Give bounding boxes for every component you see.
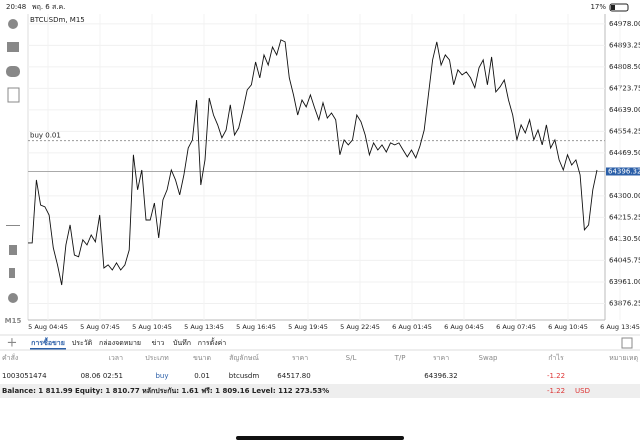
tab[interactable]: กล่องจดหมาย — [99, 339, 141, 347]
status-time: 20:48 — [6, 3, 26, 11]
timeframe[interactable]: M15 — [5, 317, 22, 325]
left-toolbar — [6, 19, 20, 303]
column-header: S/L — [346, 354, 357, 362]
column-header: ราคา — [292, 354, 308, 362]
x-tick-label: 6 Aug 13:45 — [600, 323, 640, 331]
price-line-series — [28, 39, 598, 286]
column-header: เวลา — [108, 354, 123, 362]
y-tick-label: 64639.00 — [609, 106, 640, 114]
buy-label: buy 0.01 — [30, 132, 61, 140]
total-profit: -1.22 — [547, 387, 565, 395]
x-tick-label: 5 Aug 22:45 — [340, 323, 380, 331]
layout-icon[interactable] — [621, 337, 633, 349]
y-tick-label: 64045.75 — [609, 256, 640, 264]
y-tick-label: 64808.50 — [609, 63, 640, 71]
x-tick-label: 5 Aug 04:45 — [28, 323, 68, 331]
chart-symbol: BTCUSDm, M15 — [30, 16, 85, 24]
column-header: สัญลักษณ์ — [229, 354, 259, 362]
y-tick-label: 64893.25 — [609, 41, 640, 49]
cell-current-price: 64396.32 — [424, 372, 457, 380]
status-date: พฤ. 6 ส.ค. — [32, 3, 65, 11]
x-tick-label: 5 Aug 07:45 — [80, 323, 120, 331]
y-tick-label: 64300.00 — [609, 192, 640, 200]
battery-level — [611, 5, 615, 10]
price-tag-label: 64396.32 — [608, 167, 640, 175]
x-tick-label: 6 Aug 07:45 — [496, 323, 536, 331]
tab[interactable]: ข่าว — [152, 339, 165, 347]
x-tick-label: 6 Aug 04:45 — [444, 323, 484, 331]
column-header: ประเภท — [145, 354, 169, 362]
x-tick-label: 6 Aug 01:45 — [392, 323, 432, 331]
column-header: T/P — [394, 354, 406, 362]
y-tick-label: 64723.75 — [609, 84, 640, 92]
column-header: กำไร — [548, 353, 564, 362]
function-icon[interactable] — [9, 268, 15, 278]
x-tick-label: 5 Aug 19:45 — [288, 323, 328, 331]
column-header: หมายเหตุ — [609, 354, 638, 362]
battery-icon — [609, 3, 629, 12]
cell-type: buy — [155, 372, 168, 380]
battery-text: 17% — [590, 3, 606, 11]
cell-price: 64517.80 — [277, 372, 310, 380]
balance-summary: Balance: 1 811.99 Equity: 1 810.77 หลักป… — [2, 387, 329, 395]
tab[interactable]: ประวัติ — [72, 339, 93, 347]
column-header: คำสั่ง — [2, 353, 18, 362]
crosshair-icon[interactable] — [6, 225, 20, 226]
home-indicator — [236, 436, 404, 440]
price-tag — [606, 167, 640, 176]
footer-bg — [0, 384, 640, 398]
column-header: Swap — [479, 354, 498, 362]
add-order[interactable]: + — [7, 336, 18, 351]
x-tick-label: 5 Aug 13:45 — [184, 323, 224, 331]
add-icon[interactable] — [7, 87, 20, 103]
y-tick-label: 64978.00 — [609, 20, 640, 28]
cell-order: 1003051474 — [2, 372, 47, 380]
y-tick-label: 64554.25 — [609, 127, 640, 135]
column-header: ขนาด — [193, 354, 211, 362]
y-tick-label: 64130.50 — [609, 235, 640, 243]
tab[interactable]: บันทึก — [173, 338, 191, 347]
indicator-icon[interactable] — [9, 245, 17, 255]
account-icon[interactable] — [8, 19, 18, 29]
y-tick-label: 63961.00 — [609, 278, 640, 286]
cell-time: 08.06 02:51 — [81, 372, 123, 380]
x-tick-label: 5 Aug 10:45 — [132, 323, 172, 331]
cell-symbol: btcusdm — [229, 372, 260, 380]
currency: USD — [575, 387, 590, 395]
y-tick-label: 63876.25 — [609, 299, 640, 307]
y-tick-label: 64469.50 — [609, 149, 640, 157]
x-tick-label: 5 Aug 16:45 — [236, 323, 276, 331]
tab[interactable]: การตั้งค่า — [198, 336, 227, 347]
cell-volume: 0.01 — [194, 372, 210, 380]
tab[interactable]: การซื้อขาย — [31, 336, 65, 347]
cell-profit: -1.22 — [547, 372, 565, 380]
x-tick-label: 6 Aug 10:45 — [548, 323, 588, 331]
column-header: ราคา — [433, 354, 449, 362]
objects-icon[interactable] — [8, 293, 18, 303]
trade-icon[interactable] — [7, 42, 19, 52]
chat-icon[interactable] — [6, 66, 20, 77]
y-tick-label: 64215.25 — [609, 213, 640, 221]
